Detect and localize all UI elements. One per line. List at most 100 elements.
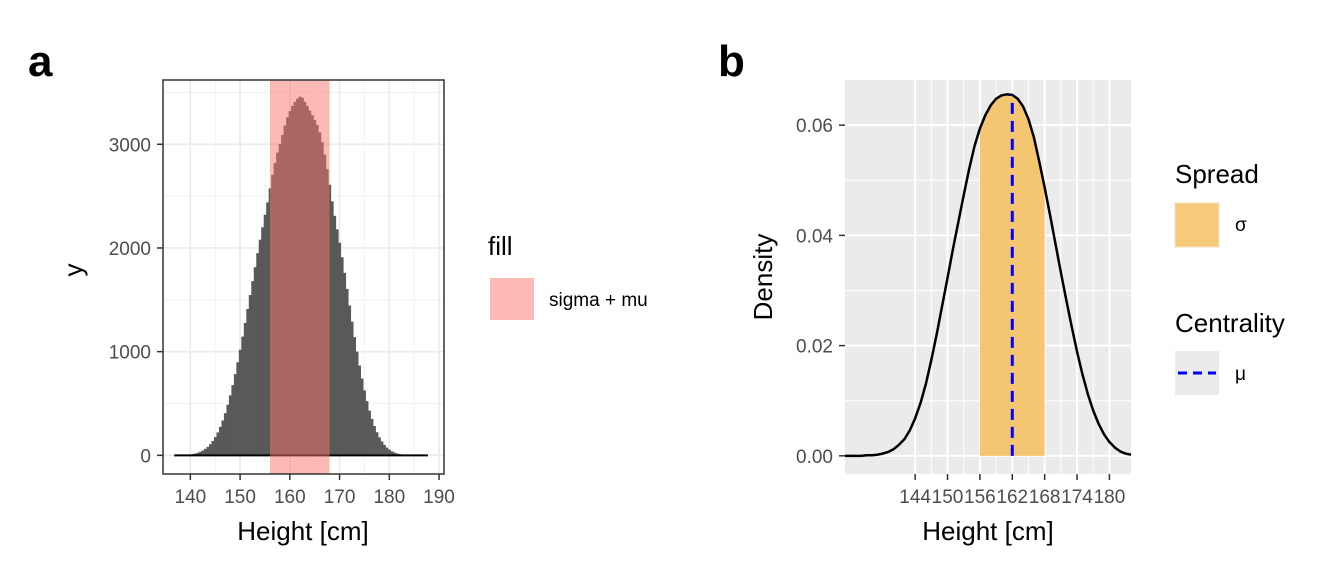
histogram-bar	[204, 448, 207, 456]
histogram-bar	[345, 288, 349, 456]
panel-a-tag: a	[28, 37, 53, 86]
x-tick-label: 174	[1061, 487, 1093, 508]
panel-b-legend: Spread σ Centrality μ	[1174, 159, 1285, 395]
histogram-bar	[226, 404, 230, 456]
legend-b-spread-label: σ	[1235, 215, 1247, 236]
y-tick-label: 0.04	[796, 226, 833, 247]
x-tick-label: 162	[996, 487, 1028, 508]
histogram-bar	[196, 452, 200, 456]
y-tick-label: 0.02	[796, 337, 833, 358]
panel-b-axes: 144 150 156 162 168 174 180 0.00 0.02 0.04 0.06	[796, 116, 1125, 508]
histogram-bar	[353, 337, 357, 456]
y-tick-label: 0	[140, 446, 151, 467]
histogram-bar	[390, 451, 394, 456]
x-tick-label: 168	[1029, 487, 1061, 508]
x-tick-label: 140	[175, 487, 207, 508]
panel-a-axes: 140 150 160 170 180 190 0 1000 2000 3000	[109, 79, 455, 508]
histogram-bar	[238, 349, 242, 456]
histogram-bar	[383, 444, 386, 456]
panel-a-x-axis-title: Height [cm]	[237, 516, 369, 546]
histogram-bar	[236, 362, 240, 456]
x-tick-label: 150	[932, 487, 964, 508]
histogram-bar	[248, 295, 252, 456]
x-tick-label: 160	[274, 487, 306, 508]
histogram-bar	[368, 410, 371, 456]
histogram-bar	[241, 336, 245, 456]
histogram-bar	[378, 437, 381, 456]
x-tick-label: 156	[964, 487, 996, 508]
histogram-bar	[330, 201, 334, 456]
histogram-bar	[243, 322, 247, 456]
histogram-bar	[380, 441, 384, 456]
panel-b-density: 144 150 156 162 168 174 180 0.00 0.02 0.04 0.06	[796, 80, 1132, 508]
panel-b-tag: b	[718, 37, 745, 86]
histogram-bar	[370, 418, 374, 456]
x-tick-label: 150	[224, 487, 256, 508]
histogram-bar	[256, 253, 260, 456]
histogram-bar	[363, 390, 366, 456]
panel-a-legend: fill sigma + mu	[488, 231, 648, 320]
histogram-bar	[228, 395, 232, 456]
legend-a-title: fill	[488, 231, 513, 261]
histogram-bar	[385, 447, 389, 456]
histogram-bar	[261, 227, 265, 456]
histogram-bar	[251, 281, 255, 456]
y-tick-label: 0.00	[796, 447, 833, 468]
y-tick-label: 2000	[109, 239, 151, 260]
y-tick-label: 3000	[109, 135, 151, 156]
sigma-mu-band	[269, 80, 330, 474]
histogram-bar	[206, 446, 210, 456]
panel-a-y-axis-title: y	[58, 264, 88, 277]
histogram-bar	[350, 321, 354, 456]
legend-a-label: sigma + mu	[549, 290, 648, 311]
histogram-bar	[340, 257, 344, 456]
histogram-bar	[266, 202, 269, 456]
panel-a-border	[162, 79, 445, 475]
x-tick-label: 180	[373, 487, 405, 508]
histogram-bar	[233, 374, 237, 456]
histogram-bar	[388, 449, 391, 456]
histogram-bar	[375, 432, 379, 456]
histogram-bar	[221, 420, 225, 456]
x-tick-label: 170	[324, 487, 356, 508]
histogram-bar	[348, 305, 352, 456]
x-tick-label: 144	[899, 487, 931, 508]
x-tick-label: 190	[423, 487, 455, 508]
x-tick-label: 180	[1094, 487, 1126, 508]
y-tick-label: 0.06	[796, 116, 833, 137]
panel-b-density-curve	[845, 93, 1132, 458]
legend-b-spread-key	[1174, 202, 1220, 248]
histogram-bar	[328, 184, 332, 456]
histogram-bar	[365, 401, 369, 456]
histogram-bar	[355, 351, 359, 456]
histogram-bar	[258, 239, 262, 456]
histogram-bar	[216, 432, 220, 456]
density-line	[845, 93, 1132, 458]
panel-b-x-axis-title: Height [cm]	[922, 516, 1054, 546]
y-tick-label: 1000	[109, 343, 151, 364]
histogram-bar	[338, 242, 342, 456]
histogram-bar	[213, 437, 217, 456]
histogram-bar	[223, 413, 227, 456]
histogram-bar	[209, 444, 212, 456]
histogram-bar	[373, 426, 376, 456]
panel-a-histogram: 140 150 160 170 180 190 0 1000 2000 3000	[109, 79, 455, 508]
histogram-bar	[360, 378, 364, 456]
legend-a-fill-key	[490, 278, 534, 320]
histogram-bar	[263, 214, 267, 456]
histogram-bar	[393, 452, 396, 456]
legend-b-spread-title: Spread	[1175, 159, 1259, 189]
histogram-bar	[246, 308, 250, 456]
panel-a-sigma-mu-band	[269, 80, 330, 474]
histogram-bar	[333, 215, 337, 456]
legend-b-centrality-title: Centrality	[1175, 308, 1285, 338]
legend-b-centrality-label: μ	[1235, 364, 1246, 385]
histogram-bar	[201, 450, 205, 456]
histogram-bar	[231, 385, 235, 456]
histogram-bar	[335, 229, 339, 456]
panel-b-y-axis-title: Density	[748, 234, 778, 321]
histogram-bar	[343, 272, 347, 456]
histogram-bar	[199, 451, 202, 456]
histogram-bar	[218, 426, 222, 456]
